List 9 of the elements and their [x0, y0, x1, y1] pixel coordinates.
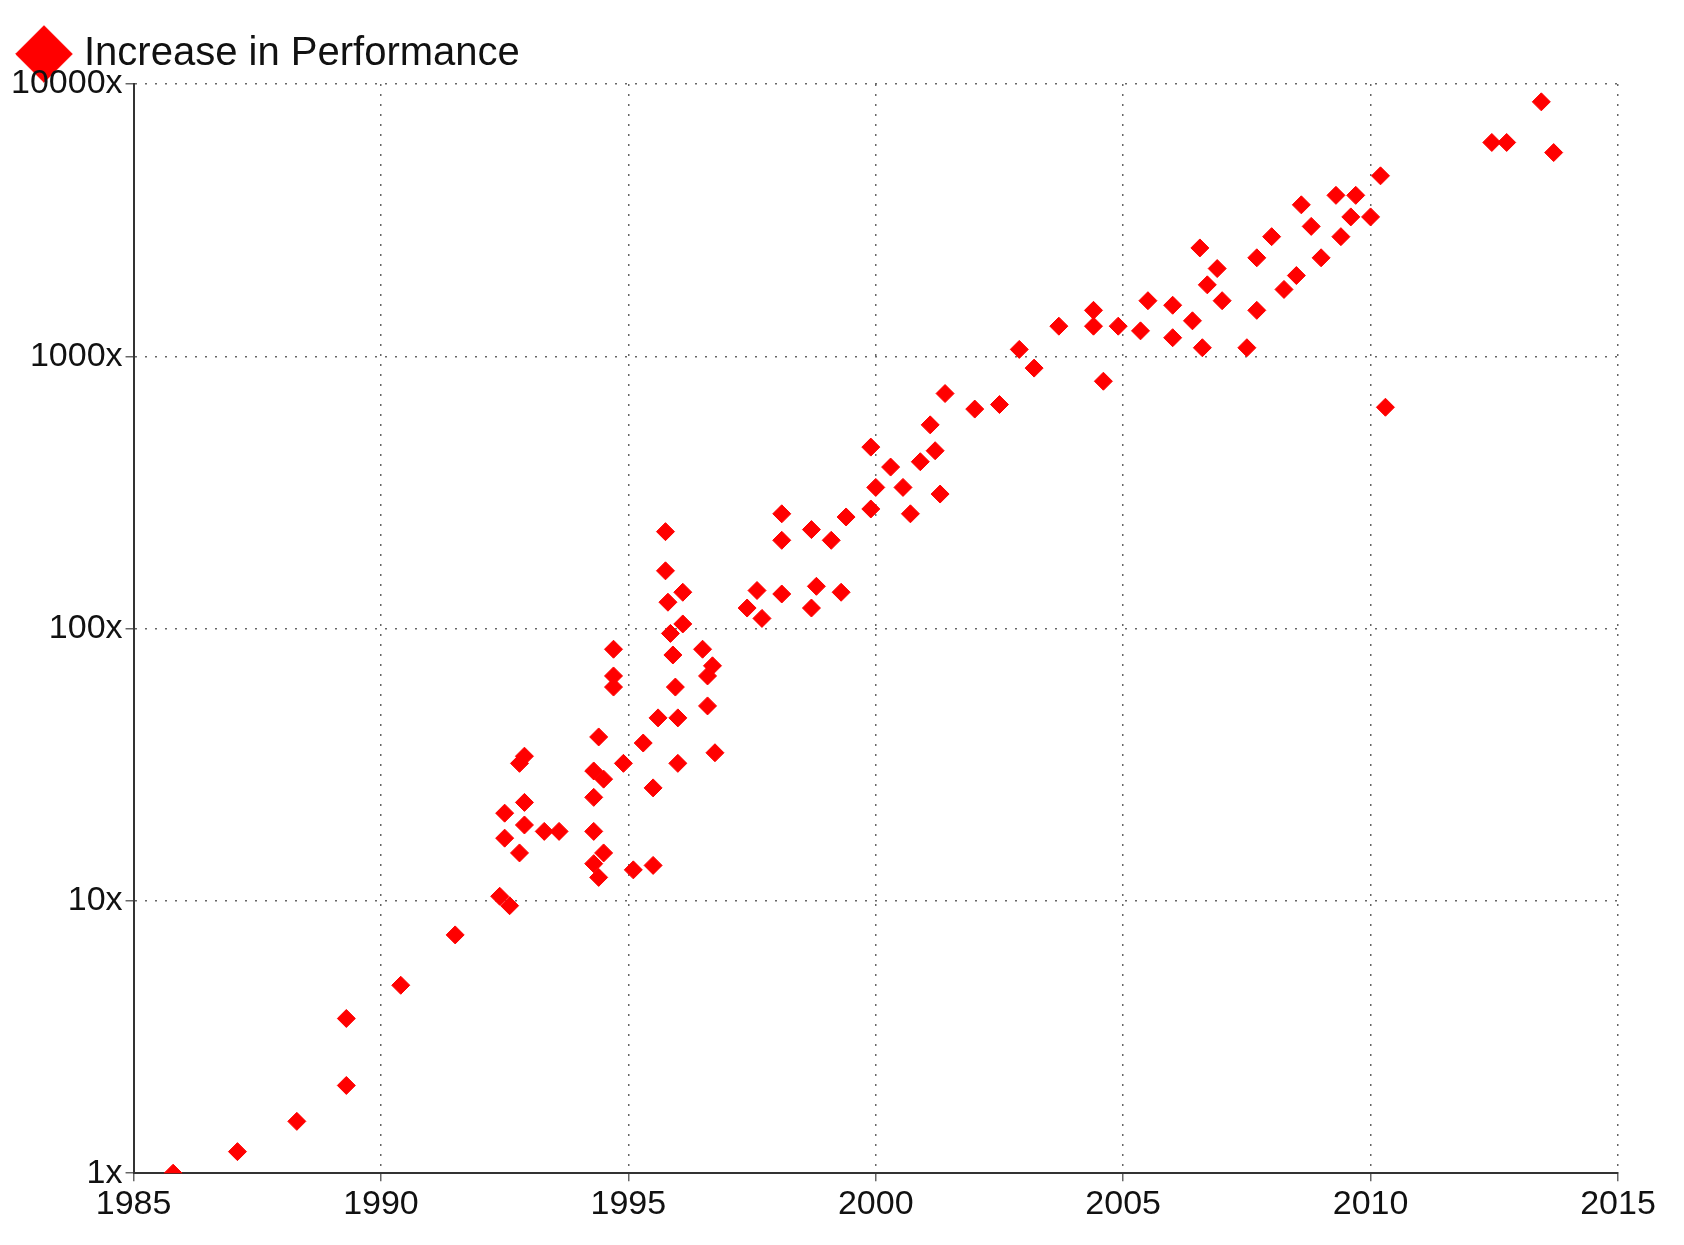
y-tick-label: 10x	[67, 879, 123, 918]
x-tick-label: 2015	[1580, 1182, 1656, 1221]
x-tick-label: 1990	[343, 1182, 419, 1221]
x-tick-label: 2010	[1332, 1182, 1409, 1221]
x-tick-label: 1995	[590, 1182, 667, 1221]
y-tick-label: 100x	[48, 606, 123, 645]
y-tick-label: 1000x	[29, 334, 123, 373]
x-tick-label: 2005	[1085, 1182, 1161, 1221]
x-tick-label: 2000	[837, 1182, 914, 1221]
